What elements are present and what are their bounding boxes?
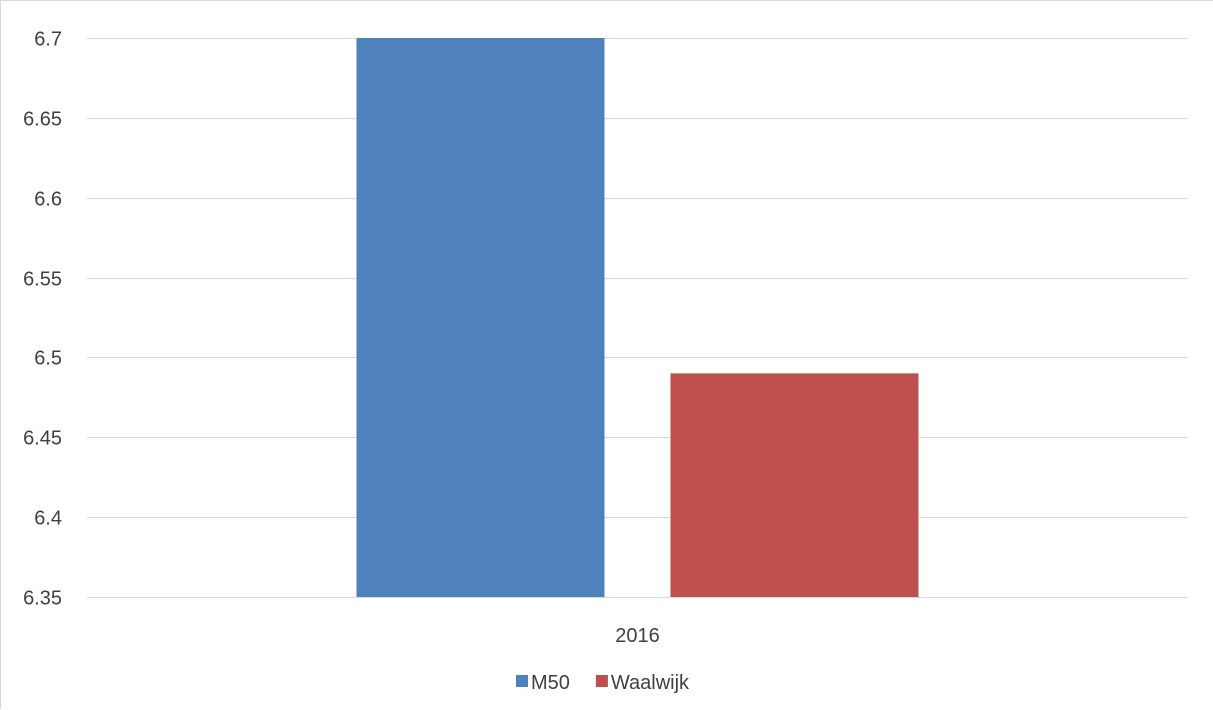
legend-swatch-m50: [516, 675, 528, 687]
y-tick-label: 6.55: [23, 269, 62, 291]
y-tick-label: 6.6: [34, 189, 62, 211]
legend-label-waalwijk: Waalwijk: [611, 672, 690, 694]
legend-swatch-waalwijk: [595, 675, 608, 687]
y-tick-label: 6.35: [23, 588, 62, 610]
bar-m50: [356, 38, 605, 597]
y-axis-tick-labels: 6.35 6.4 6.45 6.5 6.55 6.6 6.65 6.7: [23, 29, 62, 610]
bar-waalwijk: [670, 373, 919, 597]
y-tick-label: 6.5: [34, 348, 62, 370]
x-tick-label: 2016: [615, 625, 660, 647]
legend-label-m50: M50: [531, 672, 570, 694]
y-tick-label: 6.45: [23, 428, 62, 450]
x-axis-tick-labels: 2016: [615, 625, 660, 647]
y-tick-label: 6.7: [34, 29, 62, 51]
y-tick-label: 6.4: [34, 508, 62, 530]
bars: [356, 38, 919, 597]
y-tick-label: 6.65: [23, 109, 62, 131]
gridlines: [87, 38, 1188, 598]
legend: M50 Waalwijk: [516, 672, 690, 694]
